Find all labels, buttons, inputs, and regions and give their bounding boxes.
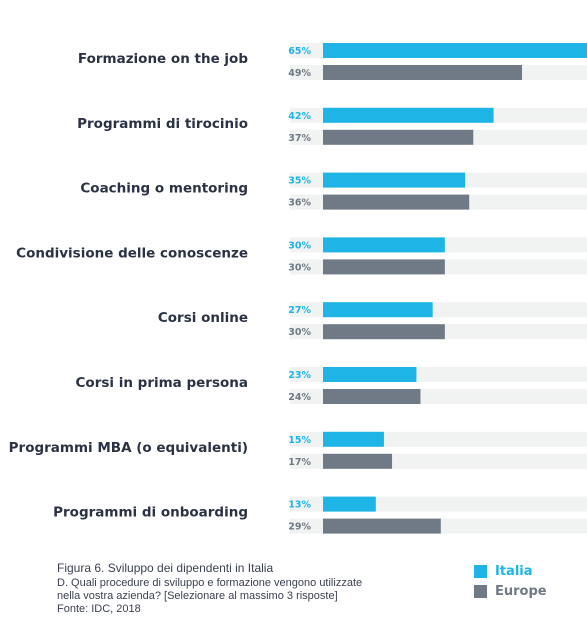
chart-legend: Italia Europe xyxy=(474,563,547,603)
caption-source: Fonte: IDC, 2018 xyxy=(57,603,141,615)
bar-europe xyxy=(323,129,474,145)
bar-europe xyxy=(323,518,441,534)
category-label: Coaching o mentoring xyxy=(80,181,248,197)
value-label-italia: 35% xyxy=(288,176,311,187)
value-label-europe: 37% xyxy=(288,133,311,144)
category-label: Formazione on the job xyxy=(78,51,248,67)
caption-title: Figura 6. Sviluppo dei dipendenti in Ita… xyxy=(57,561,274,575)
caption-question-line1: D. Quali procedure di sviluppo e formazi… xyxy=(57,577,363,589)
category-label: Condivisione delle conoscenze xyxy=(16,245,248,261)
value-label-europe: 36% xyxy=(288,198,311,209)
legend-swatch-europe xyxy=(474,585,487,598)
bar-europe xyxy=(323,324,445,340)
bar-italia xyxy=(323,107,494,123)
bar-europe xyxy=(323,259,445,275)
value-label-europe: 29% xyxy=(288,522,311,533)
bar-italia xyxy=(323,43,587,58)
caption-question-line2: nella vostra azienda? [Selezionare al ma… xyxy=(57,590,338,602)
value-label-europe: 49% xyxy=(288,68,311,79)
category-label: Programmi di onboarding xyxy=(53,505,248,521)
bar-europe xyxy=(323,194,470,210)
legend-swatch-italia xyxy=(474,565,487,578)
bar-italia xyxy=(323,367,417,382)
value-label-italia: 15% xyxy=(288,435,311,446)
bar-chart: Formazione on the job 65% 49% Programmi di … xyxy=(9,43,587,534)
value-label-italia: 13% xyxy=(288,500,311,511)
category-label: Corsi online xyxy=(158,310,248,326)
bar-italia xyxy=(323,237,445,253)
bar-italia xyxy=(323,172,466,188)
bar-europe xyxy=(323,65,523,80)
bar-europe xyxy=(323,389,421,404)
value-label-europe: 17% xyxy=(288,457,311,468)
legend-label-italia: Italia xyxy=(495,564,533,579)
bar-italia xyxy=(323,302,433,318)
value-label-europe: 24% xyxy=(288,392,311,403)
legend-label-europe: Europe xyxy=(495,584,547,599)
figure-caption: Figura 6. Sviluppo dei dipendenti in Ita… xyxy=(57,561,437,616)
value-label-italia: 42% xyxy=(288,111,311,122)
category-label: Corsi in prima persona xyxy=(76,375,248,391)
value-label-italia: 65% xyxy=(288,46,311,57)
bar-europe xyxy=(323,453,393,469)
bar-italia xyxy=(323,431,384,447)
value-label-italia: 23% xyxy=(288,370,311,381)
legend-item-europe: Europe xyxy=(474,583,547,600)
bar-italia xyxy=(323,496,376,512)
category-label: Programmi MBA (o equivalenti) xyxy=(9,440,248,456)
value-label-italia: 27% xyxy=(288,305,311,316)
value-label-europe: 30% xyxy=(288,327,311,338)
category-label: Programmi di tirocinio xyxy=(77,116,248,132)
legend-item-italia: Italia xyxy=(474,563,547,580)
value-label-europe: 30% xyxy=(288,262,311,273)
value-label-italia: 30% xyxy=(288,240,311,251)
